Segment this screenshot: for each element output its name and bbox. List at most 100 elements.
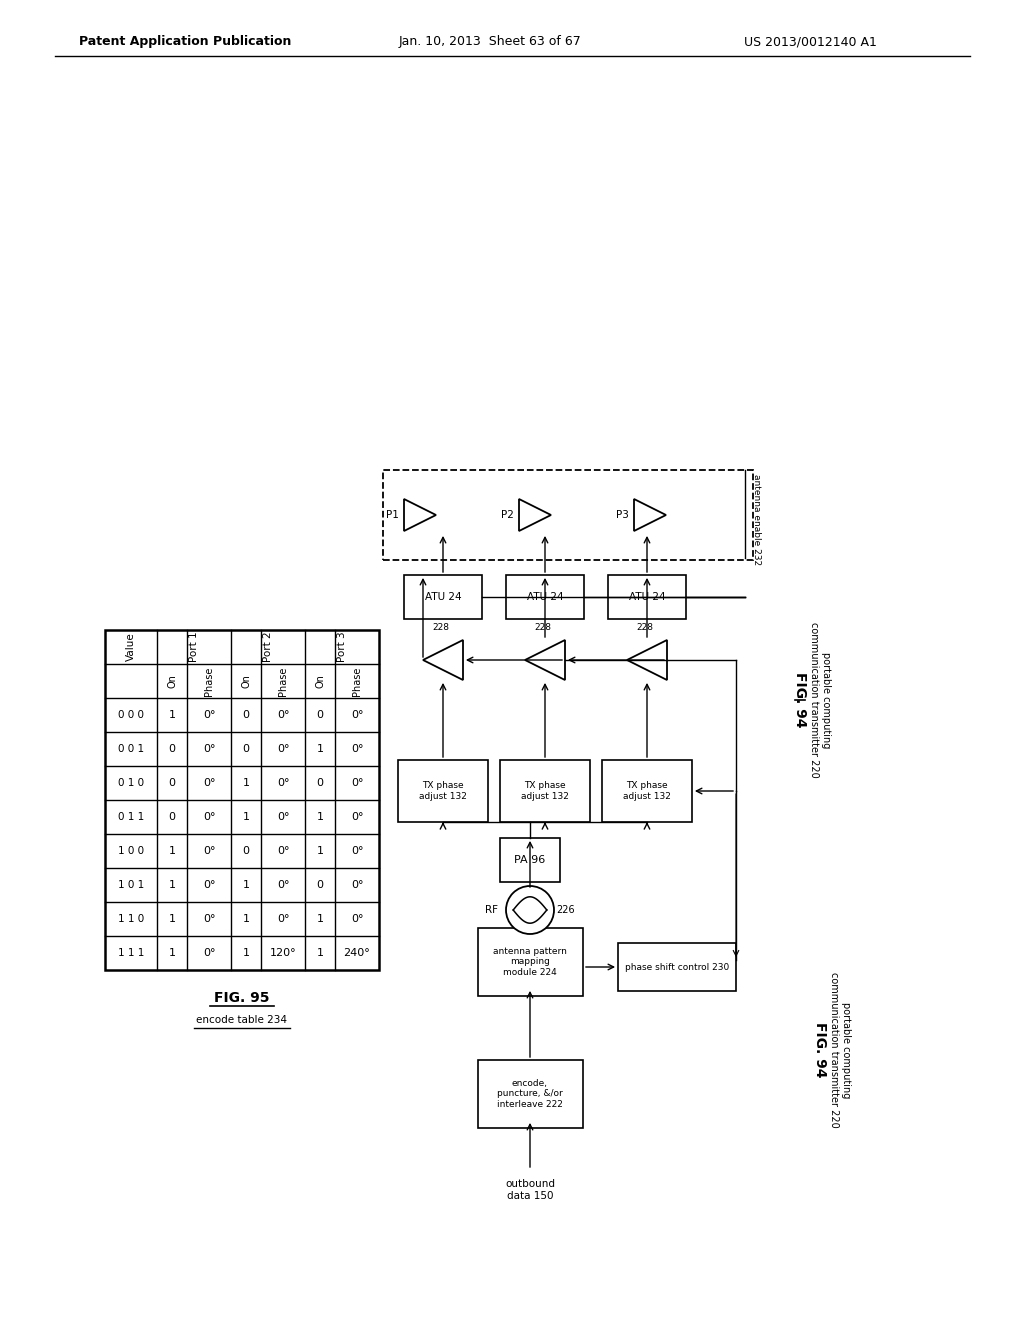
Text: antenna enable 232: antenna enable 232 (753, 474, 762, 565)
Text: 0°: 0° (203, 812, 215, 822)
Text: 0°: 0° (276, 913, 289, 924)
Text: 1: 1 (169, 880, 175, 890)
Bar (105, 630, 379, 970)
Text: 0°: 0° (203, 777, 215, 788)
Text: 0°: 0° (351, 913, 364, 924)
Text: Port 1: Port 1 (189, 632, 199, 663)
Text: 1: 1 (243, 880, 250, 890)
Text: 0: 0 (316, 777, 324, 788)
Bar (383, 470, 753, 560)
Circle shape (506, 886, 554, 935)
Text: RF: RF (485, 906, 499, 915)
Text: 0: 0 (243, 846, 250, 855)
Text: Phase: Phase (278, 667, 288, 696)
Text: 1 0 0: 1 0 0 (118, 846, 144, 855)
Text: 0: 0 (169, 777, 175, 788)
Text: encode table 234: encode table 234 (197, 1015, 288, 1026)
Text: 228: 228 (535, 623, 552, 632)
Text: ATU 24: ATU 24 (526, 591, 563, 602)
Text: 240°: 240° (344, 948, 371, 958)
Text: encode,
puncture, &/or
interleave 222: encode, puncture, &/or interleave 222 (497, 1080, 563, 1109)
Text: 0 0 1: 0 0 1 (118, 744, 144, 754)
Polygon shape (423, 640, 463, 680)
Text: 1: 1 (243, 913, 250, 924)
Text: TX phase
adjust 132: TX phase adjust 132 (521, 781, 569, 801)
Text: 0°: 0° (276, 744, 289, 754)
Text: 226: 226 (557, 906, 575, 915)
Text: 1: 1 (316, 846, 324, 855)
Text: phase shift control 230: phase shift control 230 (625, 962, 729, 972)
Polygon shape (519, 499, 551, 531)
Bar (478, 928, 583, 997)
Bar (506, 576, 584, 619)
Text: 0 1 0: 0 1 0 (118, 777, 144, 788)
Text: 0: 0 (169, 744, 175, 754)
Text: On: On (241, 675, 251, 688)
Text: portable computing
communication transmitter 220: portable computing communication transmi… (829, 972, 851, 1127)
Text: FIG. 95: FIG. 95 (214, 991, 269, 1005)
Text: On: On (167, 675, 177, 688)
Text: 0°: 0° (351, 777, 364, 788)
Polygon shape (634, 499, 666, 531)
Text: 0 0 0: 0 0 0 (118, 710, 144, 719)
Text: 0°: 0° (203, 948, 215, 958)
Bar (608, 576, 686, 619)
Text: 1 1 1: 1 1 1 (118, 948, 144, 958)
Bar (500, 760, 590, 822)
Text: 228: 228 (432, 623, 450, 632)
Text: TX phase
adjust 132: TX phase adjust 132 (419, 781, 467, 801)
Text: outbound
data 150: outbound data 150 (505, 1179, 555, 1201)
Text: 0: 0 (169, 812, 175, 822)
Polygon shape (627, 640, 667, 680)
Text: 1: 1 (169, 710, 175, 719)
Text: Phase: Phase (204, 667, 214, 696)
Text: 0: 0 (243, 710, 250, 719)
Text: 0°: 0° (351, 710, 364, 719)
Text: Phase: Phase (352, 667, 362, 696)
Text: 228: 228 (637, 623, 653, 632)
Text: US 2013/0012140 A1: US 2013/0012140 A1 (743, 36, 877, 49)
Text: Jan. 10, 2013  Sheet 63 of 67: Jan. 10, 2013 Sheet 63 of 67 (398, 36, 582, 49)
Text: 0°: 0° (203, 913, 215, 924)
Text: Value: Value (126, 632, 136, 661)
Text: 1: 1 (316, 948, 324, 958)
Bar (398, 760, 488, 822)
Text: 1 0 1: 1 0 1 (118, 880, 144, 890)
Text: 0: 0 (316, 880, 324, 890)
Text: 1: 1 (316, 913, 324, 924)
Text: 0°: 0° (203, 744, 215, 754)
Text: 0°: 0° (276, 777, 289, 788)
Polygon shape (404, 499, 436, 531)
Text: 0°: 0° (203, 846, 215, 855)
Text: Port 2: Port 2 (263, 632, 273, 663)
Text: 0: 0 (316, 710, 324, 719)
Polygon shape (525, 640, 565, 680)
Text: 1 1 0: 1 1 0 (118, 913, 144, 924)
Text: ATU 24: ATU 24 (629, 591, 666, 602)
Text: 0°: 0° (351, 812, 364, 822)
Text: Patent Application Publication: Patent Application Publication (79, 36, 291, 49)
Text: 0: 0 (243, 744, 250, 754)
Text: 1: 1 (243, 777, 250, 788)
Text: 1: 1 (316, 744, 324, 754)
Text: 0 1 1: 0 1 1 (118, 812, 144, 822)
Text: 1: 1 (169, 913, 175, 924)
Text: FIG. 94: FIG. 94 (793, 672, 807, 727)
Text: 0°: 0° (351, 846, 364, 855)
Text: 0°: 0° (203, 880, 215, 890)
Text: On: On (315, 675, 325, 688)
Text: PA 96: PA 96 (514, 855, 546, 865)
Text: 1: 1 (243, 812, 250, 822)
Text: FIG. 94: FIG. 94 (813, 1022, 827, 1077)
Text: portable computing
communication transmitter 220: portable computing communication transmi… (809, 622, 830, 777)
Text: 0°: 0° (351, 880, 364, 890)
Text: ATU 24: ATU 24 (425, 591, 462, 602)
Text: 0°: 0° (276, 812, 289, 822)
Bar (478, 1060, 583, 1129)
Text: TX phase
adjust 132: TX phase adjust 132 (623, 781, 671, 801)
Text: 0°: 0° (276, 880, 289, 890)
Bar (500, 838, 560, 882)
Text: 0°: 0° (351, 744, 364, 754)
Text: P3: P3 (615, 510, 629, 520)
Text: 1: 1 (169, 846, 175, 855)
